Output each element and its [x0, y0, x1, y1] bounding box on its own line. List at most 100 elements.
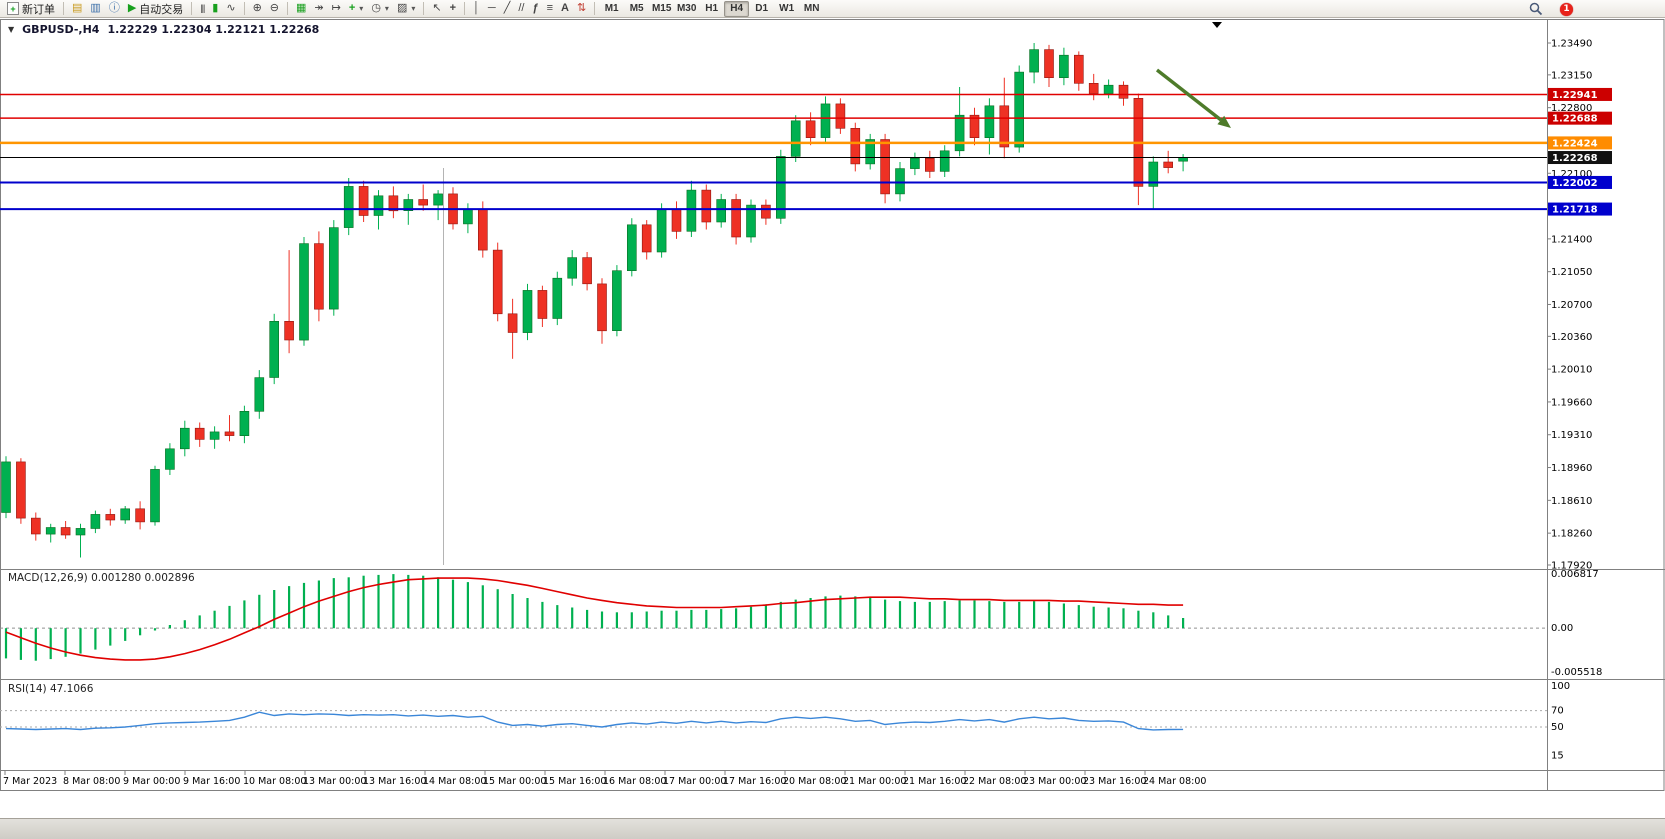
candle-body: [180, 427, 190, 450]
candle-body: [507, 313, 518, 333]
time-label: 9 Mar 16:00: [183, 776, 240, 787]
price-tick-label: 1.23490: [1551, 39, 1592, 50]
candle-body: [120, 508, 130, 521]
info-icon: ⓘ: [108, 2, 120, 14]
line-chart-button[interactable]: ∿: [222, 1, 239, 17]
navigator-button[interactable]: ▥: [86, 1, 104, 17]
indicators-button[interactable]: + ▾: [345, 1, 367, 17]
trend-arrow[interactable]: [1155, 68, 1223, 122]
auto-scroll-button[interactable]: ↠: [310, 1, 327, 17]
fibonacci-button[interactable]: ƒ: [528, 1, 542, 17]
time-label: 17 Mar 16:00: [723, 776, 786, 787]
candle-body: [1178, 157, 1188, 162]
line-chart-icon: ∿: [226, 2, 236, 14]
market-watch-button[interactable]: ▤: [68, 1, 86, 17]
candle-body: [775, 156, 786, 219]
chart-shift-button[interactable]: ↦: [328, 1, 345, 17]
price-tick-label: 1.22800: [1551, 103, 1592, 114]
timeframe-d1-button[interactable]: D1: [749, 1, 774, 17]
search-button[interactable]: [1529, 2, 1543, 16]
drawing-lines-button[interactable]: ≡: [543, 1, 557, 17]
new-order-button[interactable]: + 新订单: [3, 1, 59, 17]
text-tool-button[interactable]: A: [557, 1, 573, 17]
price-level-badge: [1548, 175, 1612, 189]
periods-button[interactable]: ◷ ▾: [367, 1, 393, 17]
price-axis: 1.23490 1.23150 1.22800 1.22100 1.21400 1.210…: [1547, 39, 1592, 571]
tile-windows-icon: ▦: [296, 2, 307, 14]
candle-body: [1163, 161, 1173, 168]
toolbar-separator: [191, 2, 193, 15]
candle-body: [597, 283, 607, 332]
timeframe-h4-button[interactable]: H4: [724, 0, 750, 17]
candle-body: [75, 528, 86, 536]
candle-body: [343, 186, 354, 228]
time-label: 14 Mar 08:00: [423, 776, 486, 787]
crosshair-button[interactable]: +: [446, 1, 460, 17]
candle-body: [328, 227, 339, 310]
candle-body: [358, 186, 369, 216]
timeframe-w1-button[interactable]: W1: [774, 1, 799, 17]
timeframe-m15-button[interactable]: M15: [649, 1, 674, 17]
tile-windows-button[interactable]: ▦: [292, 1, 310, 17]
timeframe-mn-button[interactable]: MN: [799, 1, 824, 17]
candle-body: [924, 158, 935, 172]
autotrading-label: 自动交易: [139, 3, 184, 16]
candle-body: [314, 243, 324, 310]
chart-shift-icon: ↦: [331, 2, 341, 14]
candle-body: [641, 224, 652, 253]
auto-scroll-icon: ↠: [314, 2, 324, 14]
price-level-badge-label: 1.22268: [1552, 153, 1598, 164]
rsi-indicator-label: RSI(14) 47.1066: [8, 683, 94, 695]
arrows-tool-button[interactable]: ⇅: [573, 1, 590, 17]
candle-body: [105, 514, 116, 521]
candle-body: [895, 168, 905, 195]
candlestick-chart-button[interactable]: ▮: [208, 1, 222, 17]
price-tick-label: 1.18260: [1551, 529, 1592, 540]
vertical-line-button[interactable]: │: [469, 1, 484, 17]
price-tick-label: 1.20700: [1551, 300, 1592, 311]
candle-body: [16, 461, 26, 519]
candle-body: [1103, 84, 1114, 94]
fibonacci-icon: ƒ: [532, 2, 539, 14]
chevron-down-icon: ▾: [411, 4, 416, 13]
candle-body: [835, 103, 846, 129]
candle-body: [701, 189, 712, 223]
templates-button[interactable]: ▨ ▾: [393, 1, 419, 17]
cursor-icon: ↖: [432, 2, 442, 14]
candle-body: [90, 514, 101, 529]
zoom-in-button[interactable]: ⊕: [249, 1, 266, 17]
candle-body: [1088, 83, 1099, 94]
trendline-button[interactable]: ╱: [500, 1, 515, 17]
macd-scale-label: 0.00: [1551, 623, 1573, 634]
macd-histogram: [4, 574, 1185, 661]
channel-button[interactable]: //: [514, 1, 528, 17]
candle-body: [433, 193, 443, 206]
candle-body: [45, 527, 56, 535]
cursor-button[interactable]: ↖: [428, 1, 445, 17]
candle-body: [150, 469, 160, 523]
terminal-button[interactable]: ⓘ: [105, 1, 124, 17]
zoom-out-button[interactable]: ⊖: [266, 1, 283, 17]
rsi-scale-label: 15: [1551, 751, 1564, 762]
bar-chart-button[interactable]: |||: [196, 1, 208, 17]
autotrading-button[interactable]: ▶ 自动交易: [124, 1, 187, 17]
horizontal-line-button[interactable]: ─: [484, 1, 500, 17]
timeframe-m30-button[interactable]: M30: [674, 1, 699, 17]
timeframe-h1-button[interactable]: H1: [699, 1, 724, 17]
timeframe-m1-button[interactable]: M1: [599, 1, 624, 17]
candle-body: [403, 199, 414, 211]
trend-arrow-head[interactable]: [1217, 115, 1231, 128]
candle-body: [284, 320, 294, 341]
timeframe-m5-button[interactable]: M5: [624, 1, 649, 17]
price-level-badge-label: 1.22424: [1552, 138, 1598, 149]
vertical-line-icon: │: [473, 2, 480, 14]
chart-shift-marker[interactable]: [1212, 22, 1222, 28]
market-watch-icon: ▤: [72, 2, 83, 14]
candle-body: [1074, 54, 1084, 84]
candle-body: [463, 208, 473, 225]
candle-body: [209, 431, 220, 440]
notification-badge[interactable]: 1: [1560, 2, 1573, 16]
chart-canvas[interactable]: 1.23490 1.23150 1.22800 1.22100 1.21400 1.210…: [0, 18, 1665, 818]
collapse-icon[interactable]: ▼: [8, 25, 15, 34]
price-tick-label: 1.21400: [1551, 234, 1592, 245]
